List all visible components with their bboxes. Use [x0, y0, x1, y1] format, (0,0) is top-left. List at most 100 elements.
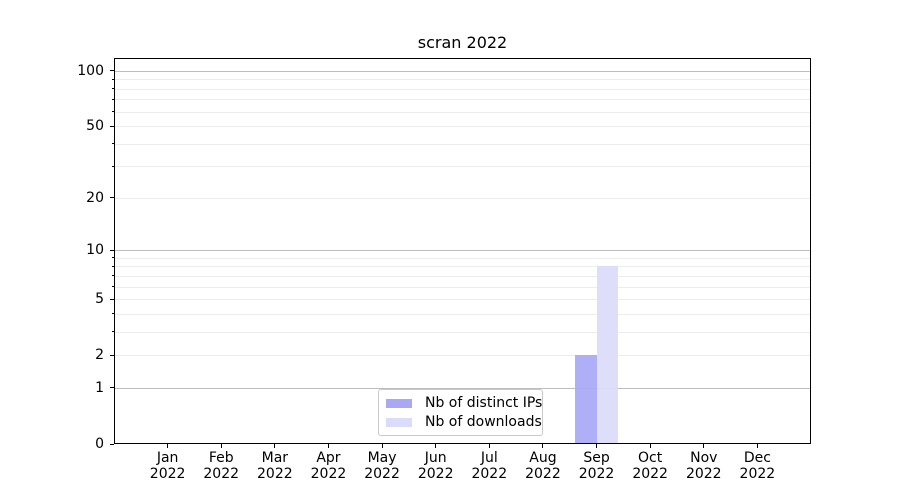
y-axis-minor-tick — [111, 143, 114, 145]
gridline-minor — [114, 275, 811, 277]
y-axis-minor-tick — [111, 286, 114, 288]
y-tick-label: 5 — [95, 291, 104, 308]
y-axis-major-tick — [109, 387, 114, 389]
x-tick-label-year: 2022 — [632, 466, 668, 482]
x-tick-label-month: Jun — [424, 450, 447, 466]
y-axis-major-tick — [109, 354, 114, 356]
gridline-minor — [114, 355, 811, 357]
y-axis-minor-tick — [111, 98, 114, 100]
y-tick-label: 2 — [95, 347, 104, 364]
x-tick-label-year: 2022 — [203, 466, 240, 482]
y-axis-minor-tick — [111, 331, 114, 333]
x-tick-label-year: 2022 — [578, 466, 615, 482]
y-tick-label: 20 — [86, 189, 104, 206]
x-tick-label-month: Aug — [529, 450, 557, 466]
gridline-minor — [114, 99, 811, 101]
x-tick-label: Apr 2022 — [300, 450, 356, 482]
x-tick-label: Feb 2022 — [193, 450, 249, 482]
x-tick-label-month: Jul — [480, 450, 498, 466]
x-tick-label: Jun 2022 — [408, 450, 464, 482]
y-axis-minor-tick — [111, 257, 114, 259]
x-axis-tick — [435, 444, 437, 448]
y-axis-major-tick — [109, 298, 114, 300]
x-tick-label-year: 2022 — [685, 466, 722, 482]
bar-distinct-ips — [574, 355, 597, 444]
legend-swatch-distinct-ips-icon — [386, 398, 412, 408]
gridline-minor — [114, 143, 811, 145]
x-axis-tick — [220, 444, 222, 448]
gridline-minor — [114, 111, 811, 113]
x-tick-label-month: Oct — [638, 450, 663, 466]
y-axis-minor-tick — [111, 313, 114, 315]
x-axis-tick — [327, 444, 329, 448]
gridline-major — [114, 70, 811, 72]
gridline-minor — [114, 79, 811, 81]
y-axis-major-tick — [109, 197, 114, 199]
gridline-minor — [114, 88, 811, 90]
x-axis-tick — [167, 444, 169, 448]
x-tick-label: Aug 2022 — [515, 450, 571, 482]
x-axis-tick — [703, 444, 705, 448]
gridline-major — [114, 387, 811, 389]
x-tick-label: Jul 2022 — [461, 450, 517, 482]
y-axis-minor-tick — [111, 265, 114, 267]
x-axis-tick — [596, 444, 598, 448]
gridline-major — [114, 250, 811, 252]
x-tick-label: Oct 2022 — [622, 450, 678, 482]
gridline-minor — [114, 197, 811, 199]
y-tick-label: 0 — [95, 436, 104, 452]
y-axis-major-tick — [109, 249, 114, 251]
x-tick-label: Nov 2022 — [676, 450, 732, 482]
x-axis-tick — [756, 444, 758, 448]
y-tick-label: 1 — [95, 379, 104, 396]
gridline-minor — [114, 126, 811, 128]
gridline-minor — [114, 331, 811, 333]
y-axis-major-tick — [109, 125, 114, 127]
legend-item-downloads: Nb of downloads — [386, 414, 542, 430]
gridline-minor — [114, 166, 811, 168]
y-axis-major-tick — [109, 70, 114, 72]
legend-item-distinct-ips: Nb of distinct IPs — [386, 395, 542, 411]
y-axis-minor-tick — [111, 88, 114, 90]
x-tick-label-month: Sep — [583, 450, 610, 466]
y-axis-minor-tick — [111, 111, 114, 113]
x-tick-label-month: Nov — [690, 450, 718, 466]
y-tick-label: 10 — [86, 242, 104, 259]
x-tick-label-year: 2022 — [525, 466, 561, 482]
x-tick-label: Jan 2022 — [140, 450, 196, 482]
x-tick-label: Sep 2022 — [569, 450, 625, 482]
x-tick-label: May 2022 — [354, 450, 410, 482]
x-tick-label-year: 2022 — [471, 466, 508, 482]
x-axis-tick — [488, 444, 490, 448]
x-tick-label-month: May — [367, 450, 397, 466]
x-tick-label-month: Feb — [208, 450, 234, 466]
x-tick-label: Dec 2022 — [729, 450, 785, 482]
y-tick-label: 100 — [77, 62, 104, 79]
x-tick-label-month: Dec — [743, 450, 771, 466]
legend-swatch-downloads-icon — [386, 417, 412, 427]
gridline-minor — [114, 266, 811, 268]
x-tick-label-year: 2022 — [417, 466, 454, 482]
legend-label-distinct-ips: Nb of distinct IPs — [425, 395, 543, 411]
gridline-minor — [114, 286, 811, 288]
x-axis-tick — [381, 444, 383, 448]
y-axis-major-tick — [109, 443, 114, 445]
y-axis-minor-tick — [111, 78, 114, 80]
chart-title: scran 2022 — [417, 33, 508, 52]
x-tick-label-year: 2022 — [310, 466, 347, 482]
x-tick-label-month: Mar — [261, 450, 289, 466]
y-tick-label: 50 — [86, 118, 104, 135]
x-tick-label-year: 2022 — [149, 466, 186, 482]
x-tick-label-year: 2022 — [257, 466, 293, 482]
x-axis-tick — [542, 444, 544, 448]
y-axis-minor-tick — [111, 165, 114, 167]
legend-label-downloads: Nb of downloads — [425, 414, 542, 430]
x-tick-label-month: Jan — [156, 450, 179, 466]
x-axis-tick — [274, 444, 276, 448]
x-tick-label-month: Apr — [316, 450, 341, 466]
legend: Nb of distinct IPs Nb of downloads — [378, 389, 543, 436]
gridline-minor — [114, 257, 811, 259]
x-axis-tick — [649, 444, 651, 448]
y-axis-minor-tick — [111, 275, 114, 277]
